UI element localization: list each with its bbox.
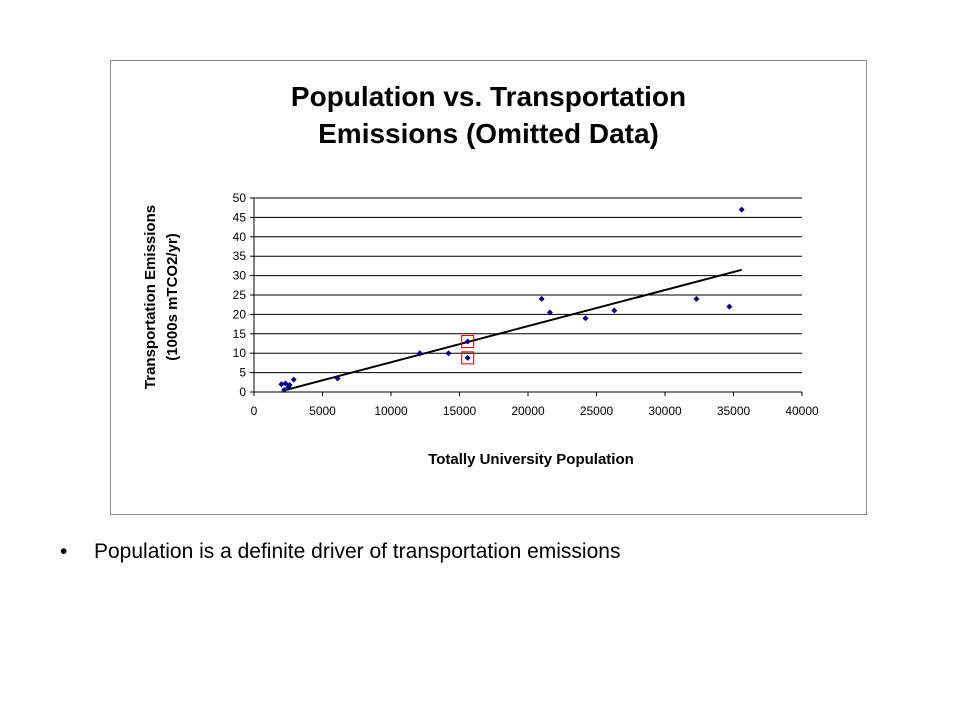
x-tick-label-40000: 40000: [785, 404, 819, 418]
tick-labels: 0 5 10 15 20 25 30 35 40 45 50 0 5000 10000 15000 20000…: [233, 191, 819, 418]
data-point-10: [464, 354, 471, 361]
y-axis-title: Transportation Emissions (1000s mTCO2/yr…: [142, 205, 181, 389]
highlight-box-0: [461, 335, 475, 349]
x-tick-label-25000: 25000: [580, 404, 614, 418]
chart-title-line-2: Emissions (Omitted Data): [318, 118, 659, 149]
grid-lines: [254, 197, 802, 374]
y-tick-label-0: 0: [239, 385, 246, 399]
data-point-4: [286, 382, 293, 389]
data-point-0: [278, 381, 285, 388]
data-point-15: [693, 295, 700, 302]
y-tick-label-5: 5: [239, 366, 246, 380]
data-point-7: [416, 350, 423, 357]
y-tick-label-45: 45: [233, 210, 247, 224]
data-point-17: [738, 206, 745, 213]
x-tick-label-0: 0: [251, 404, 258, 418]
data-point-8: [445, 350, 452, 357]
bullet-text: Population is a definite driver of trans…: [94, 540, 621, 563]
x-tick-label-20000: 20000: [511, 404, 545, 418]
y-tick-label-10: 10: [233, 346, 247, 360]
axes: [250, 197, 803, 396]
y-tick-label-15: 15: [233, 327, 247, 341]
y-tick-label-35: 35: [233, 249, 247, 263]
x-tick-label-15000: 15000: [443, 404, 477, 418]
x-tick-label-10000: 10000: [374, 404, 408, 418]
trendline: [285, 268, 742, 392]
y-tick-label-30: 30: [233, 269, 247, 283]
data-point-11: [538, 295, 545, 302]
y-axis-title-line-1: Transportation Emissions: [142, 205, 159, 389]
x-tick-label-35000: 35000: [717, 404, 751, 418]
data-point-6: [334, 375, 341, 382]
data-point-14: [611, 307, 618, 314]
y-tick-label-25: 25: [233, 288, 247, 302]
data-point-5: [290, 376, 297, 383]
chart-title: Population vs. Transportation Emissions …: [110, 78, 867, 152]
y-tick-label-40: 40: [233, 230, 247, 244]
data-point-1: [281, 387, 288, 394]
y-axis-title-line-2: (1000s mTCO2/yr): [164, 233, 181, 361]
data-point-13: [582, 315, 589, 322]
y-tick-label-50: 50: [233, 191, 247, 205]
bullet-symbol: •: [60, 540, 68, 563]
highlight-boxes: [461, 335, 475, 365]
data-point-16: [726, 303, 733, 310]
x-tick-label-30000: 30000: [648, 404, 682, 418]
x-tick-label-5000: 5000: [309, 404, 336, 418]
highlight-box-1: [461, 351, 475, 365]
x-axis-title: Totally University Population: [428, 451, 634, 468]
trendline-layer: [285, 268, 742, 392]
data-points: [278, 206, 745, 394]
chart-frame: [110, 60, 867, 515]
y-tick-label-20: 20: [233, 307, 247, 321]
chart-title-line-1: Population vs. Transportation: [290, 81, 687, 112]
bullet-point: • Population is a definite driver of tran…: [60, 540, 620, 564]
data-point-12: [546, 309, 553, 316]
data-point-9: [464, 338, 471, 345]
